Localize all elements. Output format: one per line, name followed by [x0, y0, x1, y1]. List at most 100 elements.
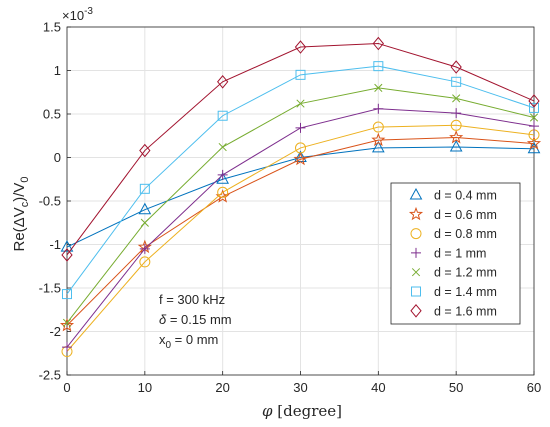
y-tick-label: -2 — [49, 324, 61, 339]
legend-item: d = 0.8 mm — [410, 227, 497, 241]
data-point — [373, 61, 384, 72]
series-6 — [62, 61, 539, 300]
y-tick-label: 1 — [54, 63, 61, 78]
data-point — [295, 69, 306, 80]
data-point — [529, 121, 539, 132]
x-axis-label: φ [degree] — [262, 402, 342, 420]
legend-marker — [410, 304, 422, 318]
data-point — [139, 183, 150, 194]
series-line — [66, 146, 535, 248]
data-point — [62, 289, 72, 300]
legend-frame — [390, 182, 521, 325]
y-exponent-label: ×10-3 — [62, 6, 93, 23]
data-point — [138, 202, 152, 215]
legend-marker — [408, 206, 424, 221]
legend-item: d = 0.4 mm — [409, 187, 497, 203]
y-axis-label: Re(ΔVc)/V0 — [11, 176, 31, 251]
data-point — [59, 317, 75, 332]
y-tick-label: 0.5 — [43, 107, 61, 122]
legend-marker — [411, 286, 421, 297]
legend-item: d = 1.2 mm — [411, 266, 497, 280]
data-point — [60, 240, 74, 252]
x-tick-label: 20 — [215, 380, 229, 395]
annotation-delta: δ = 0.15 mm — [159, 312, 232, 327]
data-point — [140, 218, 149, 227]
y-tick-label: 1.5 — [43, 20, 61, 35]
legend-marker — [411, 268, 421, 277]
x-tick-label: 30 — [293, 380, 307, 395]
data-point — [295, 142, 306, 154]
data-point — [294, 40, 307, 54]
data-point — [374, 83, 383, 93]
legend-label: d = 0.6 mm — [434, 208, 497, 222]
data-point — [371, 132, 386, 147]
data-point — [371, 140, 385, 153]
y-tick-label: -1 — [49, 237, 61, 252]
legend-label: d = 1 mm — [434, 246, 486, 260]
legend-marker — [409, 187, 423, 200]
legend-item: d = 1.6 mm — [410, 304, 497, 318]
x-tick-label: 10 — [138, 380, 152, 395]
legend-item: d = 0.6 mm — [408, 206, 497, 222]
data-point — [295, 122, 306, 133]
y-tick-label: 0 — [54, 150, 61, 165]
y-tick-label: -1.5 — [39, 281, 61, 296]
legend-label: d = 1.4 mm — [434, 285, 497, 299]
legend-item: d = 1 mm — [411, 246, 486, 260]
data-point — [450, 119, 462, 131]
data-point — [217, 169, 228, 180]
data-point — [452, 94, 461, 103]
data-point — [216, 172, 230, 184]
data-point — [372, 36, 384, 51]
legend-label: d = 0.8 mm — [434, 227, 497, 241]
data-point — [218, 142, 227, 152]
x-tick-label: 40 — [371, 380, 385, 395]
series-line — [66, 43, 535, 256]
data-point — [61, 248, 73, 262]
data-point — [139, 143, 151, 158]
data-point — [139, 256, 151, 268]
legend-label: d = 0.4 mm — [434, 189, 497, 203]
data-point — [139, 243, 150, 254]
series-line — [66, 65, 535, 295]
x-tick-label: 50 — [449, 380, 463, 395]
data-point — [449, 130, 464, 144]
legend-marker — [411, 247, 421, 258]
data-point — [372, 121, 384, 133]
series-lines — [59, 36, 542, 358]
legend: d = 0.4 mm d = 0.6 mm d = 0.8 mm d = 1 mm d … — [390, 182, 521, 325]
data-point — [217, 110, 228, 121]
series-7 — [61, 36, 540, 262]
y-tick-label: -0.5 — [39, 194, 61, 209]
data-point — [451, 76, 462, 87]
data-point — [62, 342, 72, 353]
data-point — [217, 186, 229, 198]
series-4 — [62, 103, 539, 353]
annotation-box: f = 300 kHz δ = 0.15 mm x0 = 0 mm — [159, 292, 232, 351]
series-5 — [62, 83, 539, 327]
y-tick-label: -2.5 — [39, 368, 61, 383]
data-point — [526, 136, 542, 150]
series-line — [66, 124, 535, 352]
data-point — [217, 75, 229, 89]
x-tick-label: 0 — [63, 380, 70, 395]
data-point — [62, 318, 72, 327]
data-point — [529, 102, 539, 113]
legend-marker — [410, 228, 422, 240]
data-point — [373, 103, 384, 114]
data-point — [451, 108, 462, 119]
data-point — [296, 99, 305, 108]
data-point — [449, 140, 463, 152]
x-tick-label: 60 — [527, 380, 541, 395]
axis-ticks: 0 10 20 30 40 50 60 -2.5 -2 -1.5 -1 -0.5 0 0.5 1 1.5 — [39, 20, 542, 396]
legend-label: d = 1.2 mm — [434, 266, 497, 280]
annotation-frequency: f = 300 kHz — [159, 292, 225, 307]
data-point — [528, 94, 540, 108]
annotation-x0: x0 = 0 mm — [159, 332, 218, 351]
legend-item: d = 1.4 mm — [411, 285, 497, 299]
data-point — [529, 113, 539, 122]
legend-label: d = 1.6 mm — [434, 304, 497, 318]
data-point — [293, 151, 308, 166]
data-point — [450, 60, 462, 74]
